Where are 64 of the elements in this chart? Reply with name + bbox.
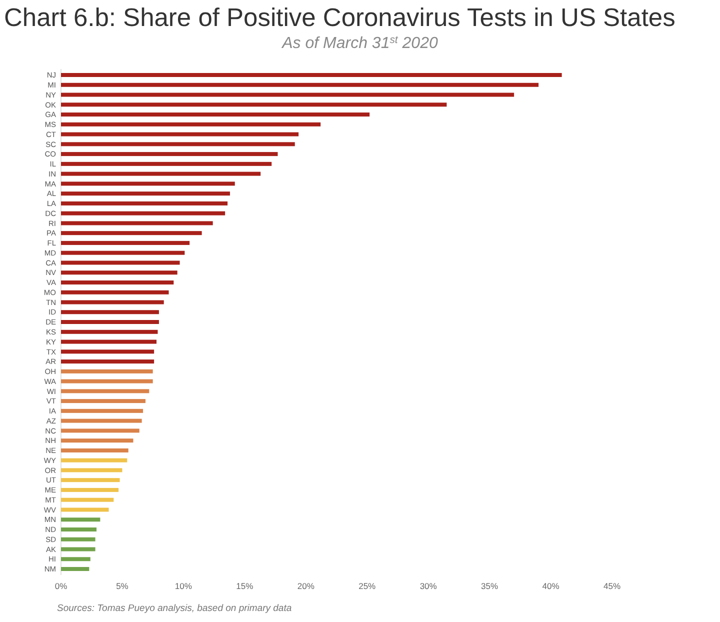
bar [61,438,134,443]
bar [61,369,153,374]
bar [61,290,169,294]
bar [61,468,122,472]
bar [61,112,370,117]
x-tick-label: 5% [116,581,129,591]
bar [61,418,142,423]
bar [61,527,97,532]
x-tick-label: 0% [54,581,68,591]
bar [61,211,226,216]
bar [61,478,120,482]
bar [61,270,178,275]
bar [61,518,100,522]
x-tick-label: 45% [603,581,621,591]
bar [61,340,157,344]
source-note: Sources: Tomas Pueyo analysis, based on primary data [57,603,292,614]
x-tick-label: 25% [358,581,376,591]
bar [61,537,96,542]
bar [61,152,278,156]
x-tick-label: 20% [297,581,315,591]
bar [61,547,96,552]
bar [61,82,539,87]
bar [61,221,213,226]
x-tick-label: 35% [481,581,498,591]
bar [61,231,202,236]
bar [61,162,272,166]
bar [61,201,228,206]
bar [61,330,158,334]
bar [61,428,140,433]
bar [61,399,146,404]
bar [61,300,164,304]
bar [61,310,159,314]
bar [61,172,261,176]
bar [61,458,128,462]
bar [61,142,295,146]
bar [61,132,299,136]
bar [61,389,150,394]
bar [61,73,562,77]
bar [61,360,154,364]
bar [61,508,109,512]
bar [61,350,154,354]
chart-subtitle: As of March 31$^{st}$ 2020 [281,34,438,52]
bar [61,92,514,97]
bar [61,250,185,255]
chart-title: Chart 6.b: Share of Positive Coronavirus Tests in US States [4,4,676,32]
bar [61,567,90,571]
bar [61,260,180,265]
bar [61,182,235,186]
x-tick-label: 10% [174,581,192,591]
bar [61,122,321,126]
x-tick-label: 30% [420,581,438,591]
bar [61,379,153,384]
bar [61,240,190,245]
x-tick-label: 15% [236,581,254,591]
bar [61,557,90,562]
bar [61,448,128,452]
bar [61,280,174,284]
bar [61,498,114,502]
bar [61,408,144,413]
bar [61,320,159,324]
bar [61,192,230,196]
x-tick-label: 40% [542,581,560,591]
bar [61,102,447,107]
bar [61,488,119,492]
